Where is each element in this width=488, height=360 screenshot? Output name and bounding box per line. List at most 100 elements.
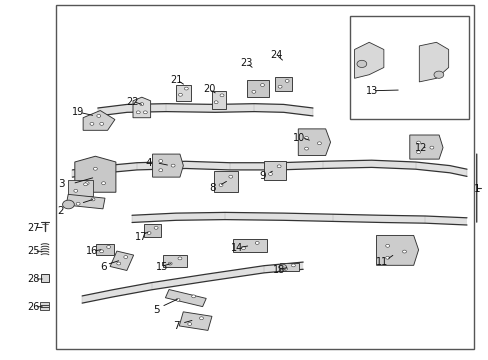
Text: 8: 8	[209, 183, 216, 193]
Text: 9: 9	[259, 171, 265, 181]
Text: 22: 22	[126, 96, 139, 107]
Text: 20: 20	[203, 84, 215, 94]
Circle shape	[268, 172, 272, 175]
Circle shape	[317, 142, 321, 145]
Text: 27: 27	[27, 222, 40, 233]
Polygon shape	[354, 42, 383, 78]
Polygon shape	[213, 171, 238, 192]
Polygon shape	[279, 263, 299, 271]
Bar	[40, 305, 49, 307]
Circle shape	[356, 60, 366, 68]
Circle shape	[154, 226, 158, 229]
Text: 16: 16	[85, 246, 98, 256]
Polygon shape	[409, 135, 442, 159]
Text: 24: 24	[269, 50, 282, 60]
Bar	[56, 5, 473, 349]
Circle shape	[278, 85, 282, 88]
Polygon shape	[98, 104, 312, 116]
Polygon shape	[83, 111, 115, 130]
Text: 4: 4	[145, 158, 152, 168]
Polygon shape	[152, 154, 183, 177]
Circle shape	[184, 87, 188, 90]
Circle shape	[90, 122, 94, 125]
Circle shape	[178, 93, 182, 96]
Text: 14: 14	[230, 243, 243, 253]
Polygon shape	[165, 289, 206, 307]
Circle shape	[159, 159, 163, 162]
Polygon shape	[233, 239, 267, 252]
Circle shape	[278, 264, 286, 270]
Text: 11: 11	[375, 257, 387, 267]
Circle shape	[178, 257, 182, 260]
Circle shape	[91, 198, 95, 201]
Circle shape	[277, 165, 281, 168]
Circle shape	[429, 146, 433, 149]
Text: 26: 26	[27, 302, 39, 312]
Circle shape	[143, 111, 147, 114]
Polygon shape	[68, 180, 93, 196]
Circle shape	[100, 250, 103, 253]
Circle shape	[93, 167, 97, 170]
Text: 13: 13	[365, 86, 377, 96]
Circle shape	[385, 244, 389, 247]
Circle shape	[228, 175, 232, 178]
Circle shape	[76, 202, 80, 205]
Polygon shape	[132, 212, 466, 225]
Text: 1: 1	[472, 184, 479, 194]
Circle shape	[85, 182, 89, 185]
Text: 21: 21	[170, 75, 182, 85]
Circle shape	[416, 151, 420, 154]
Circle shape	[83, 183, 87, 186]
Circle shape	[102, 182, 105, 185]
Polygon shape	[66, 194, 105, 209]
Circle shape	[106, 246, 110, 248]
Polygon shape	[418, 42, 447, 82]
Text: 10: 10	[293, 132, 305, 143]
Bar	[40, 307, 49, 310]
Circle shape	[147, 231, 151, 234]
Polygon shape	[298, 129, 330, 156]
Circle shape	[191, 295, 195, 298]
Circle shape	[214, 101, 218, 104]
Circle shape	[402, 250, 406, 253]
Text: 7: 7	[173, 321, 180, 331]
Polygon shape	[211, 91, 226, 109]
Circle shape	[291, 264, 295, 267]
Polygon shape	[143, 224, 161, 237]
Circle shape	[136, 111, 140, 114]
Circle shape	[433, 71, 443, 78]
Text: 25: 25	[27, 246, 40, 256]
Bar	[349, 16, 468, 119]
Circle shape	[251, 90, 255, 93]
Text: 12: 12	[414, 143, 426, 153]
Polygon shape	[247, 80, 268, 97]
Bar	[41, 274, 49, 282]
Polygon shape	[110, 251, 133, 270]
Circle shape	[304, 136, 308, 139]
Polygon shape	[96, 244, 114, 255]
Circle shape	[159, 169, 163, 172]
Polygon shape	[176, 85, 190, 101]
Text: 15: 15	[155, 262, 167, 272]
Circle shape	[176, 298, 180, 301]
Circle shape	[62, 200, 74, 209]
Circle shape	[140, 103, 143, 105]
Polygon shape	[75, 156, 116, 192]
Circle shape	[199, 317, 203, 320]
Circle shape	[97, 114, 101, 117]
Text: 19: 19	[72, 107, 84, 117]
Circle shape	[241, 247, 245, 249]
Circle shape	[171, 164, 175, 167]
Circle shape	[74, 189, 78, 192]
Polygon shape	[72, 160, 466, 177]
Circle shape	[416, 141, 420, 144]
Text: 5: 5	[153, 305, 160, 315]
Bar	[40, 302, 49, 305]
Circle shape	[255, 242, 259, 244]
Polygon shape	[274, 77, 292, 91]
Polygon shape	[376, 235, 418, 265]
Text: 3: 3	[58, 179, 64, 189]
Circle shape	[219, 184, 223, 186]
Circle shape	[260, 84, 264, 86]
Circle shape	[123, 256, 127, 258]
